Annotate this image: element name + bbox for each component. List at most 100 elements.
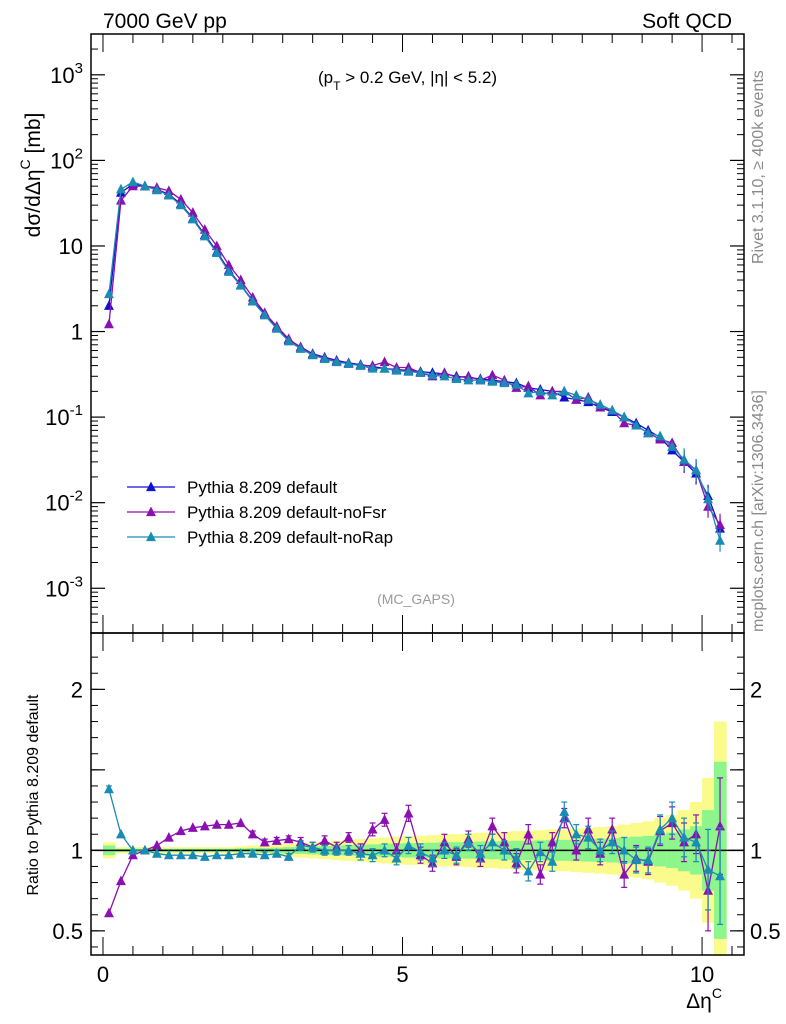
data-point (187, 207, 198, 217)
data-point (715, 519, 725, 530)
ratio-data-point (187, 849, 198, 860)
data-point (127, 176, 138, 187)
y-tick-label: 10-1 (45, 402, 83, 430)
ratio-y-tick-label: 0.5 (52, 919, 83, 944)
data-point (427, 369, 438, 380)
ratio-data-point (151, 840, 162, 850)
series-line (108, 181, 721, 541)
ratio-data-point (271, 835, 282, 845)
ratio-data-point (535, 869, 546, 879)
legend: Pythia 8.209 default Pythia 8.209 default… (127, 478, 393, 547)
ratio-y-axis-label: Ratio to Pythia 8.209 default (25, 694, 42, 896)
data-point (583, 394, 594, 404)
y-tick-label: 102 (50, 145, 83, 173)
ratio-data-point (247, 848, 258, 858)
ratio-y-tick-label-right: 2 (750, 677, 762, 702)
x-tick-label: 10 (690, 962, 714, 987)
data-point (163, 189, 174, 200)
data-point (343, 358, 354, 368)
ratio-data-point (571, 828, 582, 839)
ratio-data-point (511, 852, 522, 863)
data-point (523, 380, 534, 391)
header-left: 7000 GeV pp (103, 10, 227, 33)
ratio-data-point (523, 828, 534, 839)
data-point (175, 199, 186, 210)
ratio-data-point (667, 812, 678, 823)
ratio-data-point (211, 819, 222, 829)
ratio-data-point (116, 828, 126, 839)
data-point (667, 441, 678, 451)
ratio-y-tick-label: 2 (71, 677, 83, 702)
ratio-data-point (703, 864, 714, 874)
rivet-label: Rivet 3.1.10, ≥ 400k events (750, 70, 767, 264)
cut-annotation: (pT > 0.2 GeV, |η| < 5.2) (318, 68, 497, 93)
data-point (259, 309, 270, 320)
ratio-data-point (391, 852, 402, 863)
data-point (487, 369, 498, 380)
ratio-data-point (104, 907, 114, 918)
data-point (559, 391, 570, 402)
ratio-data-point (223, 819, 234, 829)
y-tick-label: 103 (50, 60, 83, 88)
ratio-data-point (547, 836, 558, 847)
ratio-data-point (607, 836, 618, 847)
data-point (451, 373, 462, 383)
ratio-data-point (691, 836, 702, 847)
ratio-data-point (223, 849, 234, 860)
ratio-data-point (451, 849, 462, 860)
ratio-data-point (127, 849, 138, 860)
ratio-data-point (571, 844, 582, 855)
legend-label: Pythia 8.209 default-noRap (187, 528, 393, 547)
data-point (523, 387, 534, 398)
ratio-series-line (108, 811, 721, 914)
ratio-data-point (163, 849, 174, 860)
ratio-data-point (559, 806, 570, 816)
data-point (631, 419, 642, 430)
ratio-data-point (307, 841, 318, 852)
ratio-data-point (403, 840, 414, 850)
ratio-data-point (415, 846, 426, 857)
data-point (475, 374, 486, 385)
ratio-data-point (427, 852, 438, 863)
data-point (367, 362, 378, 373)
ratio-data-point (199, 820, 210, 831)
legend-marker (146, 531, 156, 542)
data-point (607, 404, 618, 415)
data-point (319, 353, 330, 363)
ratio-data-point (331, 844, 342, 855)
ratio-data-point (319, 844, 330, 855)
data-point (655, 430, 666, 441)
ratio-data-point (631, 854, 642, 865)
header-right: Soft QCD (642, 10, 732, 33)
legend-label: Pythia 8.209 default (187, 478, 338, 497)
data-point (703, 493, 714, 504)
ratio-data-point (104, 783, 114, 794)
data-point (403, 366, 414, 376)
ratio-data-point (271, 848, 282, 858)
ratio-data-point (319, 835, 330, 845)
ratio-y-tick-label: 1 (71, 838, 83, 863)
data-point (595, 399, 606, 409)
ratio-series-line (108, 789, 721, 877)
ratio-data-point (487, 820, 498, 831)
data-point (151, 184, 162, 195)
ratio-data-point (619, 844, 630, 855)
ratio-data-point (379, 844, 390, 855)
ratio-data-point (499, 844, 510, 855)
data-point (104, 288, 114, 299)
ratio-data-point (283, 851, 294, 861)
data-point (116, 183, 126, 194)
analysis-label: (MC_GAPS) (377, 591, 455, 607)
ratio-data-point (583, 831, 594, 842)
data-point (391, 365, 402, 375)
data-point (331, 356, 342, 367)
ratio-data-point (355, 848, 366, 858)
data-point (247, 295, 258, 306)
data-point (116, 194, 126, 205)
ratio-data-point (463, 836, 474, 847)
ratio-frame (90, 632, 745, 956)
series-group (104, 176, 725, 932)
data-point (211, 247, 222, 258)
